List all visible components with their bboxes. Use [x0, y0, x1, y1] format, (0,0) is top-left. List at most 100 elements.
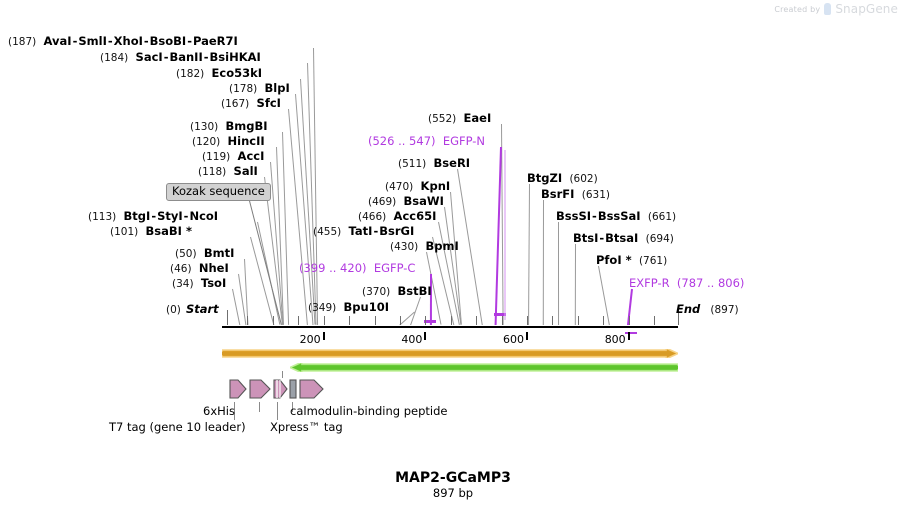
enzyme-label-row[interactable]: (470) KpnI [385, 179, 450, 193]
enzyme-label-row[interactable]: (182) Eco53kI [176, 66, 262, 80]
enzyme-name[interactable]: SmlI [78, 34, 107, 48]
enzyme-label-row[interactable]: (101) BsaBI * [110, 224, 192, 238]
page-subtitle: 897 bp [432, 486, 474, 500]
enzyme-name[interactable]: HincII [227, 134, 265, 148]
ruler-minor-tick [298, 316, 300, 325]
enzyme-position: (167) [221, 98, 250, 110]
orf-reverse-arrow[interactable] [290, 363, 678, 372]
enzyme-name[interactable]: EaeI [463, 111, 492, 125]
enzyme-leader-line [410, 296, 421, 326]
enzyme-label-row[interactable]: PfoI * (761) [596, 253, 667, 267]
enzyme-name[interactable]: BstBI [397, 284, 432, 298]
enzyme-name[interactable]: NheI [198, 261, 229, 275]
enzyme-label-row[interactable]: (511) BseRI [398, 156, 470, 170]
primer-label[interactable]: (399 .. 420) EGFP-C [299, 261, 415, 275]
enzyme-label-row[interactable]: BsrFI (631) [541, 187, 610, 201]
enzyme-name[interactable]: StyI [157, 209, 183, 223]
enzyme-name[interactable]: BtgZI [527, 171, 563, 185]
enzyme-label-row[interactable]: BssSI-BssSaI (661) [556, 209, 676, 223]
enzyme-label-row[interactable]: (120) HincII [192, 134, 265, 148]
enzyme-name[interactable]: BssSaI [597, 209, 641, 223]
enzyme-label-row[interactable]: (130) BmgBI [190, 119, 268, 133]
enzyme-name[interactable]: BtgI [123, 209, 151, 223]
enzyme-name[interactable]: Eco53kI [211, 66, 263, 80]
enzyme-name[interactable]: BseRI [433, 156, 471, 170]
enzyme-position: (466) [358, 211, 387, 223]
enzyme-label-row[interactable]: (187) AvaI-SmlI-XhoI-BsoBI-PaeR7I [8, 34, 238, 48]
enzyme-separator: - [599, 231, 605, 245]
feature-glyph-row [229, 379, 324, 399]
enzyme-label-row[interactable]: (455) TatI-BsrGI [313, 224, 414, 238]
enzyme-name[interactable]: BmtI [203, 246, 235, 260]
enzyme-position: (101) [110, 226, 139, 238]
enzyme-label-row[interactable]: (119) AccI [202, 149, 264, 163]
enzyme-name[interactable]: BsiHKAI [209, 50, 261, 64]
enzyme-name[interactable]: AccI [237, 149, 265, 163]
enzyme-name[interactable]: Bpu10I [343, 300, 390, 314]
enzyme-name[interactable]: PfoI * [596, 253, 632, 267]
primer-label[interactable]: (526 .. 547) EGFP-N [368, 134, 485, 148]
enzyme-label-row[interactable]: (50) BmtI [175, 246, 234, 260]
primer-name[interactable]: EXFP-R [629, 276, 670, 290]
enzyme-name[interactable]: BsrFI [541, 187, 575, 201]
enzyme-label-row[interactable]: (46) NheI [170, 261, 229, 275]
orf-forward-arrow[interactable] [222, 349, 678, 358]
enzyme-name[interactable]: BlpI [264, 81, 290, 95]
start-position: (0) [166, 304, 181, 316]
enzyme-name[interactable]: KpnI [420, 179, 451, 193]
enzyme-name[interactable]: TsoI [200, 276, 227, 290]
ruler-minor-tick [349, 316, 351, 325]
enzyme-position: (761) [638, 255, 668, 267]
enzyme-label-row[interactable]: (370) BstBI [362, 284, 432, 298]
enzyme-name[interactable]: NcoI [189, 209, 219, 223]
enzyme-name[interactable]: PaeR7I [193, 34, 238, 48]
enzyme-name[interactable]: BsrGI [379, 224, 415, 238]
enzyme-label-row[interactable]: (34) TsoI [172, 276, 226, 290]
enzyme-leader-line [678, 310, 679, 325]
enzyme-name[interactable]: BsaBI * [145, 224, 192, 238]
enzyme-label-row[interactable]: (118) SalI [198, 164, 258, 178]
enzyme-leader-line [227, 310, 228, 325]
primer-label[interactable]: EXFP-R (787 .. 806) [629, 276, 744, 290]
ruler-minor-tick [272, 316, 274, 325]
ruler-minor-tick [628, 316, 630, 325]
enzyme-name[interactable]: TatI [348, 224, 373, 238]
enzyme-name[interactable]: BssSI [556, 209, 592, 223]
enzyme-leader-line [504, 150, 507, 320]
enzyme-label-row[interactable]: BtgZI (602) [527, 171, 598, 185]
ruler-tick-label: 600 [503, 333, 525, 346]
enzyme-name[interactable]: XhoI [113, 34, 143, 48]
enzyme-label-row[interactable]: (469) BsaWI [368, 194, 444, 208]
feature-label-calmodulin: calmodulin-binding peptide [290, 404, 448, 418]
enzyme-name[interactable]: BtsaI [605, 231, 639, 245]
enzyme-name[interactable]: SacI [135, 50, 163, 64]
enzyme-name[interactable]: SalI [233, 164, 258, 178]
primer-range: (399 .. 420) [299, 261, 367, 275]
enzyme-name[interactable]: BmgBI [225, 119, 268, 133]
enzyme-label-row[interactable]: (184) SacI-BanII-BsiHKAI [100, 50, 261, 64]
kozak-sequence-badge[interactable]: Kozak sequence [166, 183, 271, 201]
primer-name[interactable]: EGFP-N [442, 134, 486, 148]
enzyme-position: (187) [8, 36, 37, 48]
enzyme-label-row[interactable]: (552) EaeI [428, 111, 491, 125]
enzyme-label-row[interactable]: (349) Bpu10I [308, 300, 389, 314]
ruler-tick-label: 200 [299, 333, 321, 346]
primer-foot-tick [424, 320, 436, 323]
enzyme-name[interactable]: BsaWI [403, 194, 444, 208]
enzyme-label-row[interactable]: BtsI-BtsaI (694) [573, 231, 674, 245]
primer-name[interactable]: EGFP-C [373, 261, 416, 275]
enzyme-label-row[interactable]: (167) SfcI [221, 96, 281, 110]
enzyme-name[interactable]: BsoBI [149, 34, 187, 48]
enzyme-label-row[interactable]: (430) BpmI [390, 239, 459, 253]
enzyme-name[interactable]: Acc65I [393, 209, 437, 223]
primer-range: (787 .. 806) [676, 276, 745, 290]
enzyme-name[interactable]: BpmI [425, 239, 459, 253]
enzyme-name[interactable]: SfcI [256, 96, 281, 110]
enzyme-label-row[interactable]: (178) BlpI [229, 81, 290, 95]
enzyme-label-row[interactable]: (466) Acc65I [358, 209, 436, 223]
enzyme-label-row[interactable]: (113) BtgI-StyI-NcoI [88, 209, 218, 223]
enzyme-name[interactable]: BanII [169, 50, 203, 64]
enzyme-name[interactable]: BtsI [573, 231, 599, 245]
enzyme-name[interactable]: AvaI [43, 34, 72, 48]
